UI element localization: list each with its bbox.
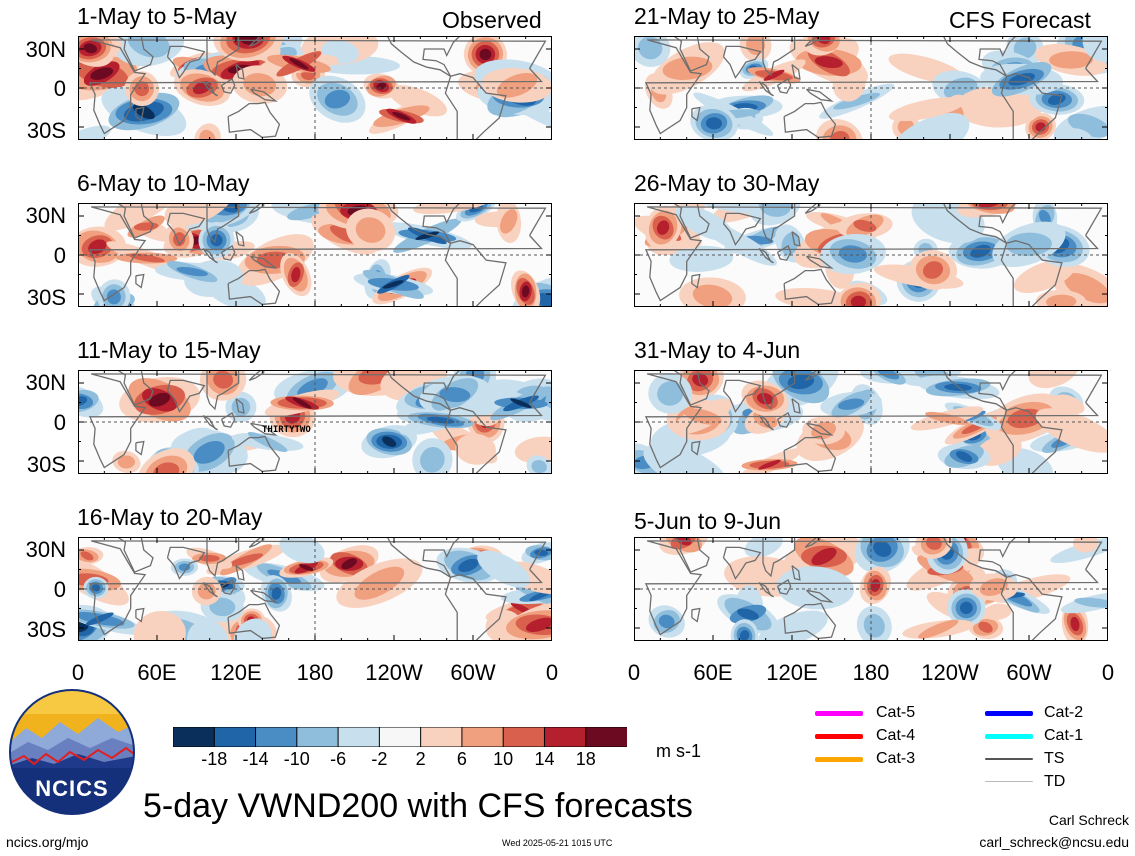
map-panel-4 bbox=[78, 537, 552, 641]
colorbar-swatch-2 bbox=[255, 727, 298, 747]
lat-label-30s-4: 30S bbox=[26, 617, 66, 642]
footer-timestamp: Wed 2025-05-21 1015 UTC bbox=[502, 838, 613, 848]
panel-title-7: 31-May to 4-Jun bbox=[634, 337, 801, 363]
map-panel-1 bbox=[78, 36, 552, 140]
lon-label-right-0: 0 bbox=[627, 660, 641, 685]
colorbar-swatch-7 bbox=[461, 727, 505, 747]
lon-label-left-120e: 120E bbox=[210, 660, 262, 685]
lon-label-left-60e: 60E bbox=[137, 660, 177, 685]
colorbar-swatch-10 bbox=[585, 727, 627, 747]
main-title: 5-day VWND200 with CFS forecasts bbox=[143, 787, 693, 825]
map-panel-6 bbox=[634, 203, 1108, 307]
legend-label-cat1: Cat-1 bbox=[1044, 727, 1084, 744]
map-panel-7 bbox=[634, 370, 1108, 474]
colorbar-tick-label: -6 bbox=[330, 749, 347, 769]
colorbar-swatch-3 bbox=[296, 727, 340, 747]
panel-title-4: 16-May to 20-May bbox=[77, 504, 263, 530]
legend-label-ts: TS bbox=[1044, 750, 1065, 767]
storm-label-thirtytwo: THIRTYTWO bbox=[262, 425, 311, 435]
colorbar-swatch-0 bbox=[173, 727, 216, 747]
lon-label-right-120e: 120E bbox=[766, 660, 818, 685]
lat-label-30s-3: 30S bbox=[26, 452, 66, 477]
legend-label-cat2: Cat-2 bbox=[1044, 704, 1084, 721]
author-email[interactable]: carl_schreck@ncsu.edu bbox=[979, 834, 1129, 850]
colorbar-swatch-4 bbox=[337, 727, 381, 747]
colorbar bbox=[173, 727, 627, 747]
panel-title-6: 26-May to 30-May bbox=[634, 170, 820, 196]
lon-label-left-360: 0 bbox=[545, 660, 559, 685]
footer-url[interactable]: ncics.org/mjo bbox=[6, 834, 89, 850]
colorbar-tick-label: 10 bbox=[493, 749, 514, 769]
map-panel-8 bbox=[634, 537, 1108, 641]
cfs-forecast-label: CFS Forecast bbox=[949, 7, 1091, 33]
lat-label-30n-4: 30N bbox=[25, 537, 66, 562]
colorbar-swatch-8 bbox=[502, 727, 546, 747]
lat-label-eq-3: 0 bbox=[53, 410, 66, 435]
colorbar-swatch-1 bbox=[213, 727, 257, 747]
lat-label-30n-1: 30N bbox=[25, 37, 66, 62]
lat-label-eq-4: 0 bbox=[53, 577, 66, 602]
lon-label-right-180: 180 bbox=[852, 660, 890, 685]
colorbar-unit: m s-1 bbox=[656, 741, 701, 761]
colorbar-swatch-6 bbox=[420, 727, 463, 747]
panel-title-1: 1-May to 5-May bbox=[77, 3, 237, 29]
map-panel-2 bbox=[78, 203, 552, 307]
lon-label-left-60w: 60W bbox=[450, 660, 496, 685]
lon-label-left-120w: 120W bbox=[365, 660, 423, 685]
panel-title-2: 6-May to 10-May bbox=[77, 170, 250, 196]
lon-label-right-60w: 60W bbox=[1006, 660, 1052, 685]
legend-label-td: TD bbox=[1044, 773, 1066, 790]
lon-label-right-60e: 60E bbox=[693, 660, 733, 685]
lon-label-right-360: 0 bbox=[1101, 660, 1115, 685]
lon-label-left-0: 0 bbox=[71, 660, 85, 685]
panel-title-8: 5-Jun to 9-Jun bbox=[634, 508, 782, 534]
lat-label-eq-1: 0 bbox=[53, 76, 66, 101]
colorbar-tick-label: -10 bbox=[283, 749, 310, 769]
legend-label-cat3: Cat-3 bbox=[876, 750, 916, 767]
legend-swatch-cat5 bbox=[815, 711, 863, 716]
map-panel-5 bbox=[634, 36, 1108, 140]
colorbar-tick-label: -14 bbox=[242, 749, 269, 769]
legend-swatch-cat1 bbox=[985, 734, 1033, 739]
lat-label-eq-2: 0 bbox=[53, 243, 66, 268]
ncics-logo: NCICS bbox=[9, 689, 135, 815]
map-panel-3 bbox=[78, 370, 552, 474]
panel-title-5: 21-May to 25-May bbox=[634, 3, 820, 29]
anomaly-field bbox=[634, 370, 1108, 474]
legend-swatch-ts bbox=[985, 758, 1033, 760]
colorbar-tick-label: 14 bbox=[534, 749, 555, 769]
panel-title-3: 11-May to 15-May bbox=[77, 337, 261, 363]
colorbar-swatch-9 bbox=[543, 727, 587, 747]
legend-label-cat4: Cat-4 bbox=[876, 727, 916, 744]
lon-label-right-120w: 120W bbox=[921, 660, 979, 685]
logo-text: NCICS bbox=[35, 776, 108, 801]
lat-label-30n-2: 30N bbox=[25, 203, 66, 228]
colorbar-tick-label: -18 bbox=[201, 749, 228, 769]
legend-label-cat5: Cat-5 bbox=[876, 704, 916, 721]
colorbar-tick-label: 18 bbox=[575, 749, 596, 769]
lat-label-30s-2: 30S bbox=[26, 285, 66, 310]
legend-swatch-cat2 bbox=[985, 711, 1033, 716]
legend-swatch-cat4 bbox=[815, 734, 863, 739]
colorbar-swatch-5 bbox=[378, 727, 422, 747]
lat-label-30s-1: 30S bbox=[26, 118, 66, 143]
legend-swatch-cat3 bbox=[815, 757, 863, 762]
lon-label-left-180: 180 bbox=[296, 660, 334, 685]
legend-swatch-td bbox=[985, 781, 1033, 782]
colorbar-tick-label: 2 bbox=[415, 749, 426, 769]
anomaly-field bbox=[648, 537, 1108, 641]
author-name: Carl Schreck bbox=[1048, 812, 1129, 828]
lat-label-30n-3: 30N bbox=[25, 370, 66, 395]
colorbar-tick-label: 6 bbox=[456, 749, 467, 769]
observed-label: Observed bbox=[442, 7, 542, 33]
anomaly-field bbox=[634, 203, 1108, 307]
colorbar-tick-label: -2 bbox=[371, 749, 388, 769]
